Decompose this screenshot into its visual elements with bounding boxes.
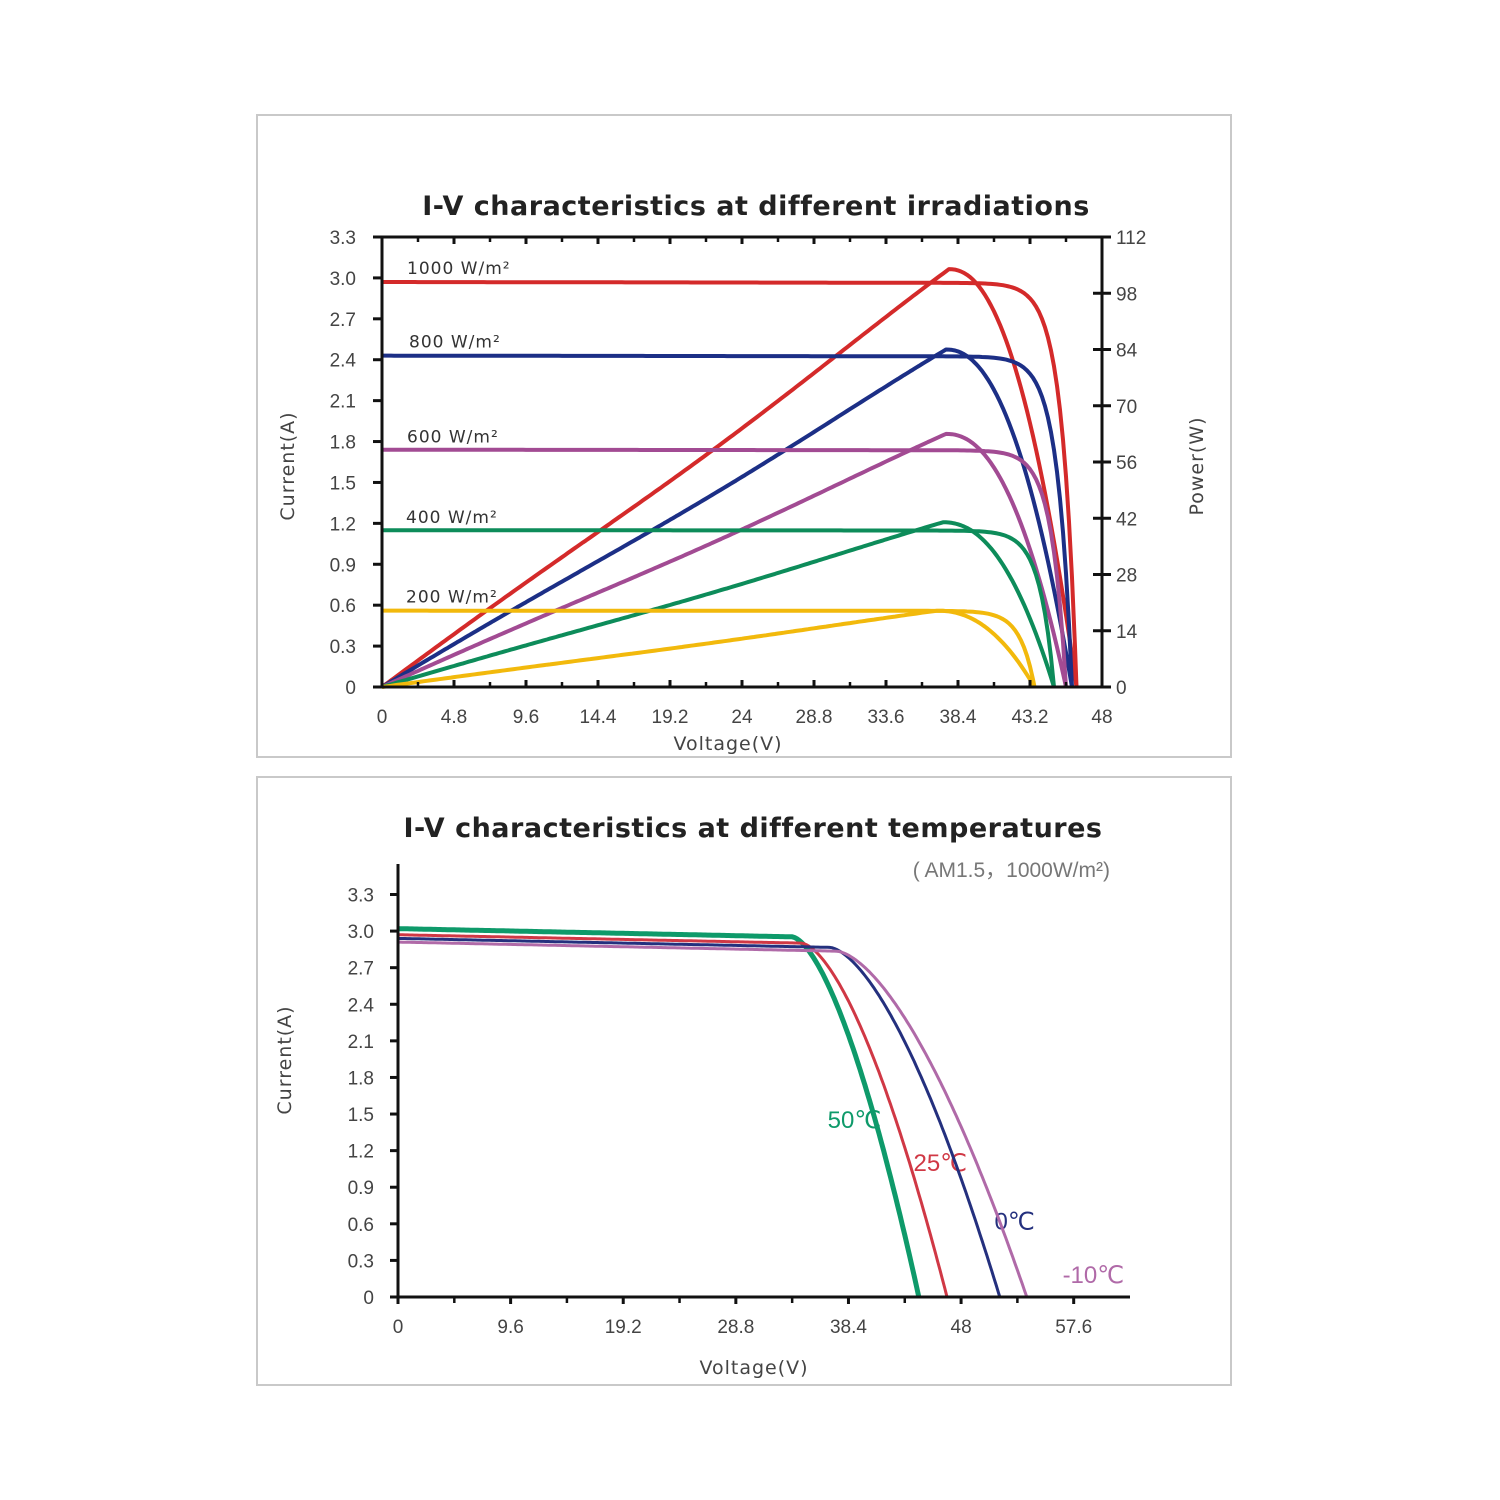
- series-label: 400 W/m²: [406, 508, 498, 528]
- power-curve-series-2: [381, 431, 1068, 689]
- iv-curve-series-0: [382, 280, 1079, 688]
- x-tick-label: 48: [951, 1317, 972, 1338]
- x-tick-label: 28.8: [796, 707, 833, 728]
- x-tick-label: 48: [1091, 707, 1112, 728]
- y2-tick-label: 112: [1116, 228, 1146, 249]
- y-tick-label: 1.5: [330, 473, 356, 494]
- y2-axis-label: Power(W): [1186, 416, 1208, 515]
- y-tick-label: 0: [363, 1288, 374, 1309]
- y-tick-label: 3.0: [348, 922, 374, 943]
- y-tick-label: 2.4: [348, 995, 375, 1016]
- series-label: 200 W/m²: [406, 588, 498, 608]
- iv-curve-series-2: [397, 936, 1002, 1298]
- y-axis-label: Current(A): [274, 1005, 296, 1114]
- y2-tick-label: 42: [1116, 509, 1137, 530]
- y-tick-label: 0.3: [330, 637, 356, 658]
- power-curve-series-1: [380, 347, 1074, 689]
- y2-tick-label: 84: [1116, 341, 1138, 362]
- y-tick-label: 1.2: [330, 514, 356, 535]
- series-label: -10℃: [1063, 1262, 1125, 1289]
- series-label: 50℃: [828, 1107, 882, 1134]
- chart-title: I-V characteristics at different irradia…: [422, 191, 1090, 222]
- y2-tick-label: 98: [1116, 284, 1137, 305]
- x-axis-label: Voltage(V): [699, 1357, 808, 1379]
- y-tick-label: 2.4: [330, 351, 357, 372]
- power-curve-series-0: [380, 267, 1079, 689]
- y-tick-label: 0.6: [348, 1215, 374, 1236]
- iv-curve-series-4: [382, 608, 1037, 688]
- y-tick-label: 2.7: [330, 310, 356, 331]
- x-tick-label: 38.4: [940, 707, 977, 728]
- irradiation-chart-panel: I-V characteristics at different irradia…: [256, 114, 1232, 758]
- x-axis-label: Voltage(V): [673, 733, 782, 755]
- x-tick-label: 57.6: [1055, 1317, 1092, 1338]
- y2-tick-label: 14: [1116, 622, 1138, 643]
- y-tick-label: 1.5: [348, 1105, 374, 1126]
- y-tick-label: 0.9: [348, 1178, 374, 1199]
- y-tick-label: 3.3: [330, 228, 356, 249]
- y-tick-label: 2.7: [348, 959, 374, 980]
- y2-tick-label: 28: [1116, 566, 1137, 587]
- y-tick-label: 3.0: [330, 269, 356, 290]
- chart-title: I-V characteristics at different tempera…: [404, 813, 1103, 844]
- x-tick-label: 0: [393, 1317, 404, 1338]
- series-label: 1000 W/m²: [407, 259, 511, 279]
- temperature-chart-panel: I-V characteristics at different tempera…: [256, 776, 1232, 1386]
- x-tick-label: 24: [731, 707, 753, 728]
- temperature-chart: I-V characteristics at different tempera…: [274, 813, 1130, 1379]
- y-tick-label: 0: [345, 678, 356, 699]
- x-tick-label: 33.6: [868, 707, 905, 728]
- iv-curve-series-3: [382, 528, 1056, 688]
- x-tick-label: 19.2: [652, 707, 689, 728]
- y2-tick-label: 70: [1116, 397, 1137, 418]
- x-tick-label: 38.4: [830, 1317, 867, 1338]
- x-tick-label: 43.2: [1012, 707, 1049, 728]
- y-tick-label: 1.8: [330, 433, 356, 454]
- x-tick-label: 9.6: [513, 707, 539, 728]
- y-tick-label: 0.9: [330, 555, 356, 576]
- irradiation-chart: I-V characteristics at different irradia…: [277, 191, 1208, 755]
- x-tick-label: 9.6: [497, 1317, 523, 1338]
- power-curve-series-3: [381, 520, 1056, 689]
- chart-subtitle: ( AM1.5，1000W/m²): [913, 859, 1110, 882]
- iv-curve-series-1: [397, 933, 949, 1298]
- y-tick-label: 1.8: [348, 1068, 374, 1089]
- plot-frame: [380, 235, 1104, 689]
- x-tick-label: 4.8: [441, 707, 467, 728]
- iv-curve-series-0: [397, 926, 922, 1298]
- power-curve-series-4: [381, 608, 1037, 689]
- iv-curve-series-3: [398, 940, 1029, 1298]
- y-tick-label: 0.6: [330, 596, 356, 617]
- x-tick-label: 0: [377, 707, 388, 728]
- iv-curve-series-2: [382, 447, 1068, 688]
- series-label: 800 W/m²: [409, 333, 501, 353]
- y-tick-label: 3.3: [348, 885, 374, 906]
- y-tick-label: 0.3: [348, 1251, 374, 1272]
- y-axis-label: Current(A): [277, 411, 299, 520]
- iv-curve-series-1: [382, 353, 1074, 688]
- x-tick-label: 19.2: [605, 1317, 642, 1338]
- x-tick-label: 28.8: [717, 1317, 754, 1338]
- y-tick-label: 2.1: [348, 1032, 374, 1053]
- y2-tick-label: 0: [1116, 678, 1127, 699]
- y2-tick-label: 56: [1116, 453, 1137, 474]
- y-tick-label: 1.2: [348, 1142, 374, 1163]
- series-label: 600 W/m²: [407, 428, 499, 448]
- y-tick-label: 2.1: [330, 392, 356, 413]
- x-tick-label: 14.4: [580, 707, 617, 728]
